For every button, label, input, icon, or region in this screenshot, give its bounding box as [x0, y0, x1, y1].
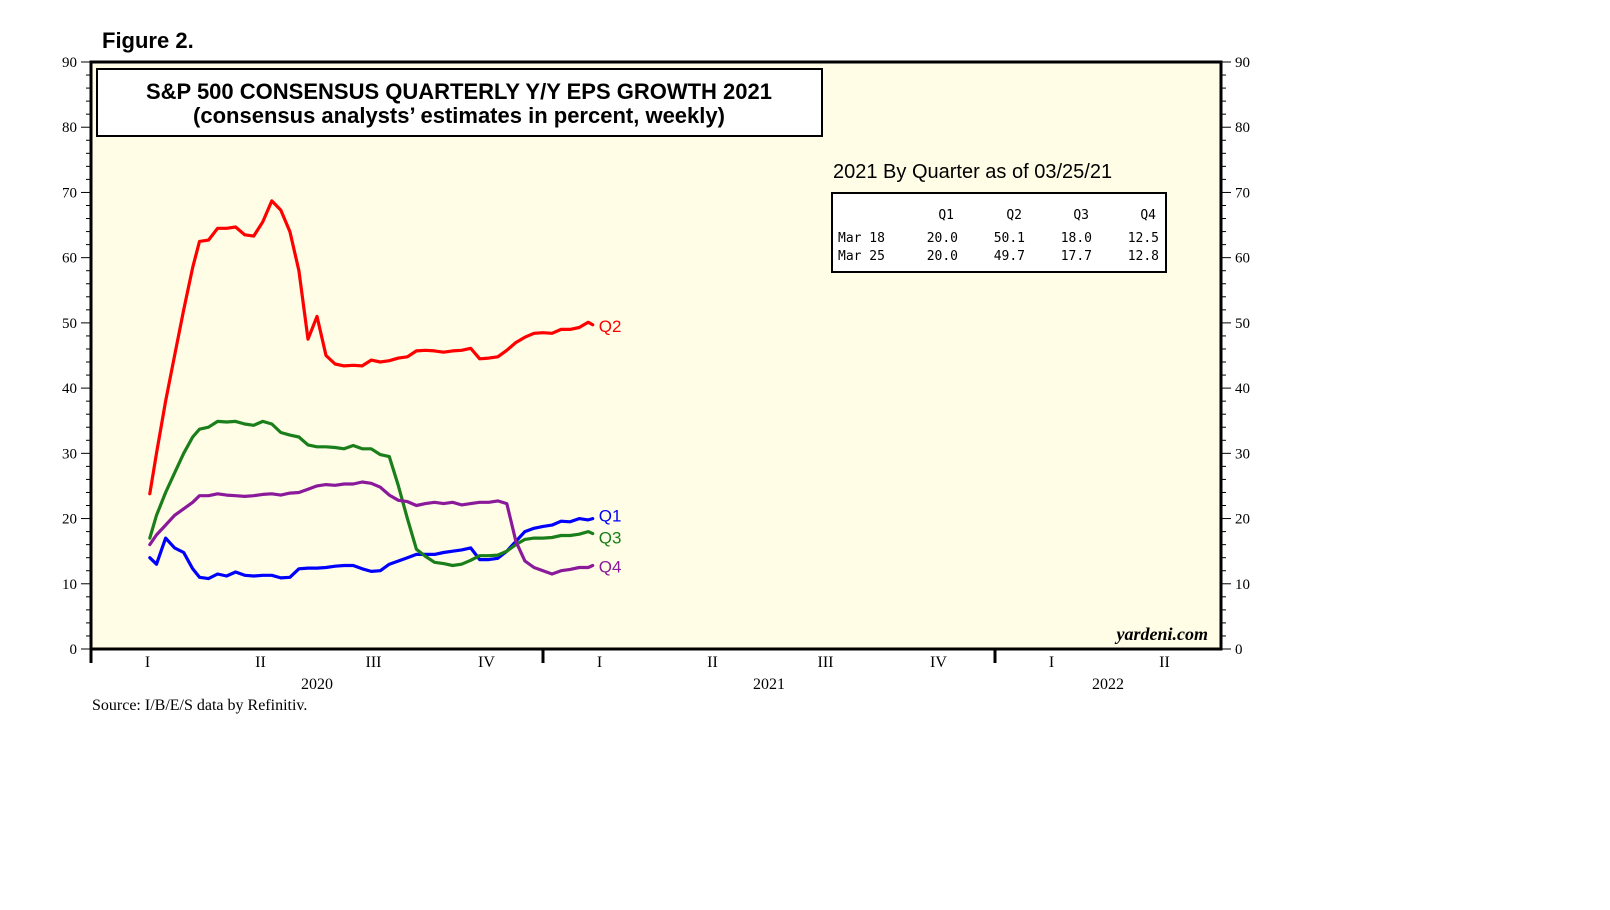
inset-cell: 20.0: [927, 249, 958, 264]
series-line-q1: [148, 517, 595, 581]
y-tick-label: 30: [1235, 446, 1250, 462]
x-year-label: 2020: [301, 676, 333, 693]
inset-col-header-q2: Q2: [1006, 208, 1022, 223]
y-tick-label: 50: [62, 316, 77, 332]
inset-cell: 49.7: [994, 249, 1025, 264]
inset-row-label: Mar 18: [838, 231, 885, 246]
inset-table-box: [831, 192, 1167, 273]
y-tick-label: 20: [1235, 512, 1250, 528]
series-layer: Q1 Q2 Q3 Q4: [148, 199, 622, 581]
chart-subtitle: (consensus analysts’ estimates in percen…: [193, 103, 725, 128]
y-axis-left: 0 10 20 30 40 50 60 70 80 90: [62, 55, 91, 658]
x-quarter-label: III: [366, 654, 382, 671]
y-tick-label: 90: [1235, 55, 1250, 71]
figure-label: Figure 2.: [102, 28, 194, 53]
series-label-q4: Q4: [599, 558, 622, 577]
series-line-q2: [148, 199, 595, 496]
x-quarter-label: II: [707, 654, 718, 671]
y-tick-label: 70: [1235, 185, 1250, 201]
inset-cell: 12.5: [1128, 231, 1159, 246]
y-tick-label: 80: [1235, 120, 1250, 136]
y-tick-label: 60: [62, 251, 77, 267]
inset-col-header-q4: Q4: [1140, 208, 1156, 223]
inset-cell: 17.7: [1061, 249, 1092, 264]
y-tick-label: 80: [62, 120, 77, 136]
y-axis-right: 0 10 20 30 40 50 60 70 80 90: [1221, 55, 1250, 658]
x-quarter-label: I: [1049, 654, 1054, 671]
inset-row-label: Mar 25: [838, 249, 885, 264]
y-tick-label: 70: [62, 185, 77, 201]
x-quarter-label: IV: [930, 654, 947, 671]
watermark: yardeni.com: [1115, 624, 1209, 644]
y-tick-label: 20: [62, 512, 77, 528]
y-tick-label: 30: [62, 446, 77, 462]
source-note: Source: I/B/E/S data by Refinitiv.: [92, 697, 307, 714]
y-tick-label: 10: [1235, 577, 1250, 593]
inset-cell: 50.1: [994, 231, 1025, 246]
series-line-q4: [148, 480, 595, 576]
inset-col-header-q1: Q1: [938, 208, 954, 223]
inset-cell: 18.0: [1061, 231, 1092, 246]
y-tick-label: 90: [62, 55, 77, 71]
x-quarter-label: I: [145, 654, 150, 671]
inset-cell: 20.0: [927, 231, 958, 246]
series-label-q2: Q2: [599, 317, 622, 336]
title-box: [96, 68, 823, 137]
y-tick-label: 50: [1235, 316, 1250, 332]
y-tick-label: 0: [1235, 642, 1243, 658]
x-quarter-label: II: [255, 654, 266, 671]
y-tick-label: 60: [1235, 251, 1250, 267]
series-label-q1: Q1: [599, 507, 622, 526]
inset-cell: 12.8: [1128, 249, 1159, 264]
x-year-label: 2022: [1092, 676, 1124, 693]
y-tick-label: 40: [1235, 381, 1250, 397]
y-tick-label: 10: [62, 577, 77, 593]
series-label-q3: Q3: [599, 529, 622, 548]
inset-col-header-q3: Q3: [1073, 208, 1089, 223]
x-quarter-label: III: [818, 654, 834, 671]
y-tick-label: 0: [70, 642, 78, 658]
series-line-q3: [148, 419, 595, 568]
inset-table-title: 2021 By Quarter as of 03/25/21: [833, 161, 1112, 183]
x-quarter-label: II: [1159, 654, 1170, 671]
x-quarter-label: IV: [478, 654, 495, 671]
plot-area: [89, 60, 1223, 651]
chart-title: S&P 500 CONSENSUS QUARTERLY Y/Y EPS GROW…: [146, 79, 772, 104]
x-year-label: 2021: [753, 676, 785, 693]
y-tick-label: 40: [62, 381, 77, 397]
x-quarter-label: I: [597, 654, 602, 671]
